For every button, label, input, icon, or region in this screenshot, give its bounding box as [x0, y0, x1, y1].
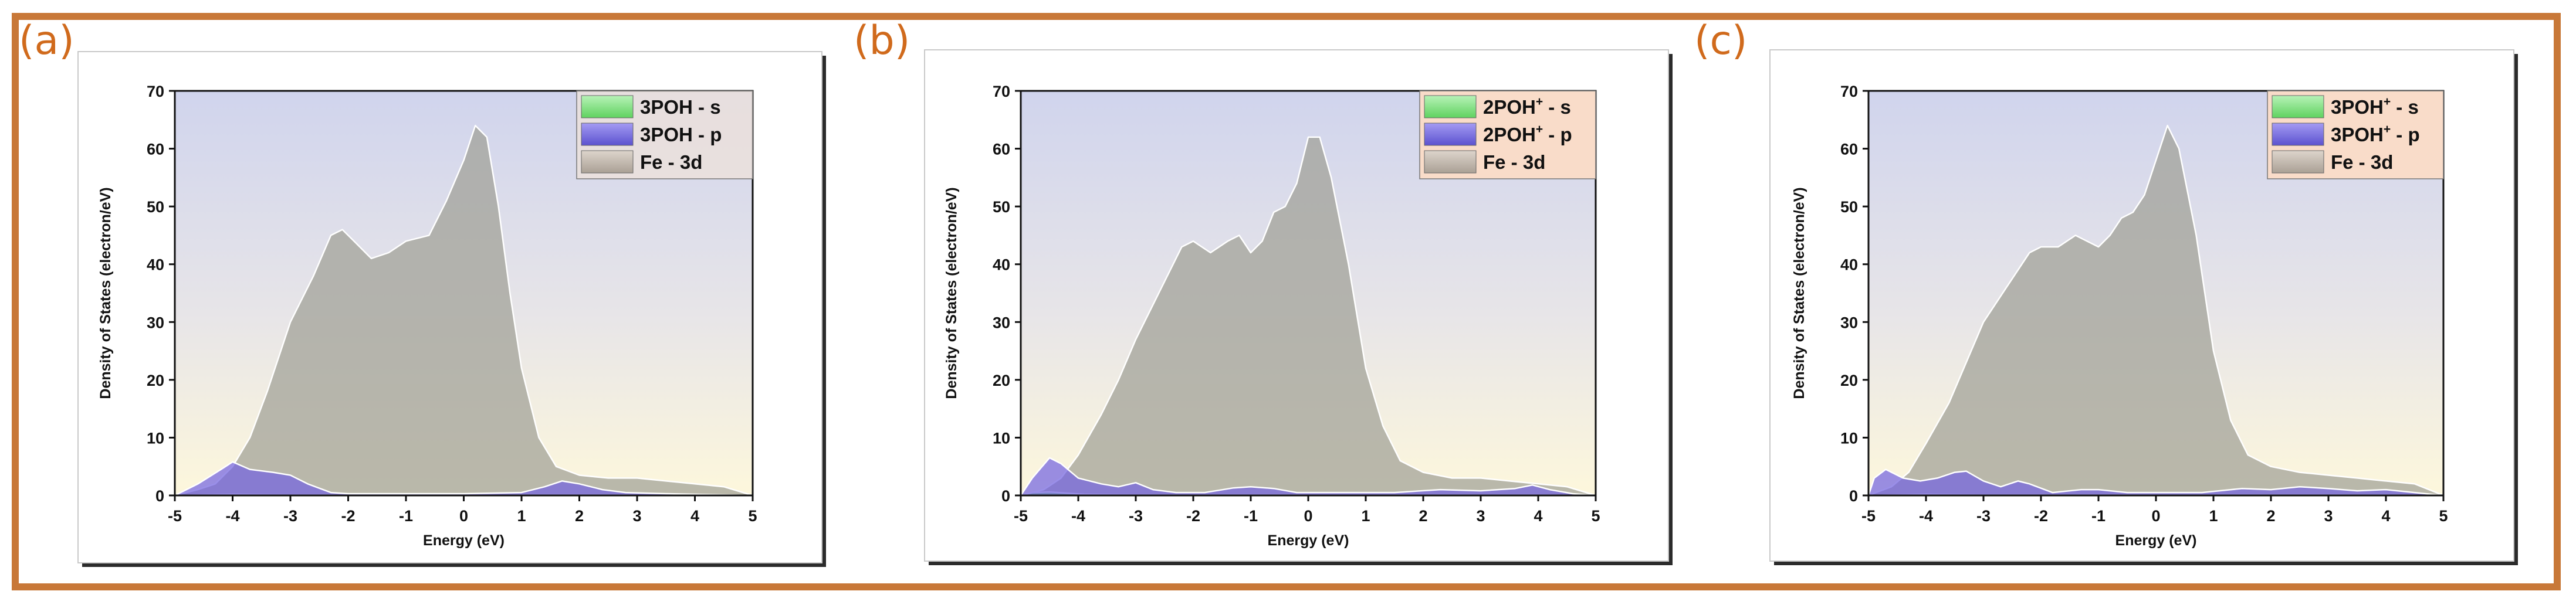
legend-entry-p: 3POH+ - p — [2331, 123, 2420, 145]
x-tick-label: -2 — [2034, 507, 2048, 525]
legend: 3POH+ - s 3POH+ - p Fe - 3d — [2267, 90, 2444, 179]
x-tick-label: 3 — [2324, 507, 2333, 525]
legend-swatch-s — [1424, 95, 1477, 118]
y-tick-label: 30 — [1840, 314, 1858, 331]
series-area-fe-3d — [1020, 136, 1597, 497]
x-tick-label: -2 — [1186, 507, 1200, 525]
x-tick-label: -3 — [1976, 507, 1991, 525]
legend-swatch-d — [1424, 150, 1477, 174]
y-tick-label: 20 — [993, 372, 1010, 389]
y-tick-label: 30 — [147, 314, 164, 331]
x-tick-label: 2 — [1419, 507, 1427, 525]
y-tick-label: 0 — [1849, 487, 1858, 505]
y-tick-label: 50 — [993, 198, 1010, 216]
y-tick-label: 60 — [993, 141, 1010, 158]
y-tick-label: 50 — [1840, 198, 1858, 216]
x-axis-label: Energy (eV) — [423, 532, 505, 549]
y-axis-label: Density of States (electron/eV) — [943, 187, 960, 399]
series-area-fe-3d — [174, 124, 754, 497]
x-tick-label: -4 — [225, 507, 239, 525]
x-tick-label: -5 — [168, 507, 182, 525]
y-tick-label: 60 — [1840, 141, 1858, 158]
panel-label: (a) — [19, 18, 75, 64]
x-tick-label: -1 — [399, 507, 413, 525]
y-tick-label: 10 — [147, 429, 164, 447]
x-tick-label: -4 — [1071, 507, 1085, 525]
y-axis-label: Density of States (electron/eV) — [97, 187, 114, 399]
y-tick-label: 70 — [1840, 83, 1858, 100]
y-tick-label: 30 — [993, 314, 1010, 331]
legend-swatch-p — [581, 123, 634, 146]
series-area-p-orbital — [174, 461, 754, 497]
y-tick-label: 50 — [147, 198, 164, 216]
x-tick-label: 3 — [1476, 507, 1485, 525]
chart-panel-c: (c) 0 10 20 30 40 50 60 70 -5 -4 -3 -2 -1 0 1 2 3 4 5 Energy… — [1694, 18, 2518, 565]
x-tick-label: 1 — [517, 507, 526, 525]
legend-entry-d: Fe - 3d — [1483, 151, 1545, 173]
x-tick-label: -2 — [341, 507, 355, 525]
x-tick-label: 4 — [1534, 507, 1542, 525]
x-tick-label: 1 — [1361, 507, 1370, 525]
x-tick-label: -3 — [283, 507, 297, 525]
y-tick-label: 20 — [147, 372, 164, 389]
y-tick-label: 20 — [1840, 372, 1858, 389]
x-axis-label: Energy (eV) — [1268, 532, 1349, 549]
x-tick-label: -4 — [1919, 507, 1933, 525]
x-axis-label: Energy (eV) — [2115, 532, 2197, 549]
x-tick-label: -5 — [1861, 507, 1876, 525]
x-tick-label: 2 — [575, 507, 584, 525]
legend-entry-s: 2POH+ - s — [1483, 95, 1571, 118]
y-tick-label: 40 — [1840, 256, 1858, 274]
chart-panel-b: (b) 0 10 20 30 40 50 60 70 -5 -4 -3 -2 -1 0 1 2 3 4 5 Energy… — [854, 18, 1673, 565]
legend-swatch-d — [581, 150, 634, 174]
x-tick-label: 5 — [748, 507, 757, 525]
panel-label: (c) — [1694, 18, 1747, 64]
x-tick-label: 1 — [2209, 507, 2218, 525]
y-tick-label: 0 — [155, 487, 164, 505]
y-tick-label: 60 — [147, 141, 164, 158]
legend-entry-p: 3POH - p — [640, 124, 722, 145]
series-area-p-orbital — [1867, 468, 2445, 497]
x-tick-label: 2 — [2266, 507, 2275, 525]
panel-label: (b) — [854, 18, 910, 64]
legend-swatch-d — [2272, 150, 2324, 174]
series-area-p-orbital — [1020, 457, 1597, 497]
legend-entry-s: 3POH+ - s — [2331, 95, 2419, 118]
y-tick-label: 70 — [147, 83, 164, 100]
y-tick-label: 40 — [147, 256, 164, 274]
y-tick-label: 70 — [993, 83, 1010, 100]
x-tick-label: 0 — [2151, 507, 2160, 525]
y-tick-label: 10 — [1840, 429, 1858, 447]
x-tick-label: -3 — [1129, 507, 1143, 525]
legend-entry-s: 3POH - s — [640, 96, 721, 118]
x-tick-label: 0 — [459, 507, 468, 525]
legend-swatch-s — [581, 95, 634, 118]
x-tick-label: 3 — [632, 507, 641, 525]
x-tick-label: -1 — [1244, 507, 1258, 525]
x-tick-label: 5 — [2439, 507, 2448, 525]
figure-frame — [12, 13, 2561, 590]
chart-panel-a: (a) 0 10 20 30 40 50 60 70 -5 -4 -3 -2 -1 0 1 2 3 4 5 Energy… — [19, 18, 826, 567]
x-tick-label: 5 — [1591, 507, 1600, 525]
y-axis-label: Density of States (electron/eV) — [1791, 187, 1807, 399]
x-tick-label: -1 — [2091, 507, 2106, 525]
legend-entry-p: 2POH+ - p — [1483, 123, 1572, 145]
series-area-fe-3d — [1867, 124, 2445, 497]
legend-entry-d: Fe - 3d — [2331, 151, 2393, 173]
x-tick-label: -5 — [1014, 507, 1028, 525]
y-tick-label: 40 — [993, 256, 1010, 274]
legend: 3POH - s 3POH - p Fe - 3d — [576, 90, 753, 179]
x-tick-label: 0 — [1304, 507, 1312, 525]
legend-swatch-p — [2272, 123, 2324, 146]
legend-swatch-p — [1424, 123, 1477, 146]
y-tick-label: 10 — [993, 429, 1010, 447]
x-tick-label: 4 — [690, 507, 699, 525]
legend: 2POH+ - s 2POH+ - p Fe - 3d — [1419, 90, 1596, 179]
x-tick-label: 4 — [2381, 507, 2390, 525]
legend-entry-d: Fe - 3d — [640, 151, 702, 173]
legend-swatch-s — [2272, 95, 2324, 118]
y-tick-label: 0 — [1001, 487, 1010, 505]
